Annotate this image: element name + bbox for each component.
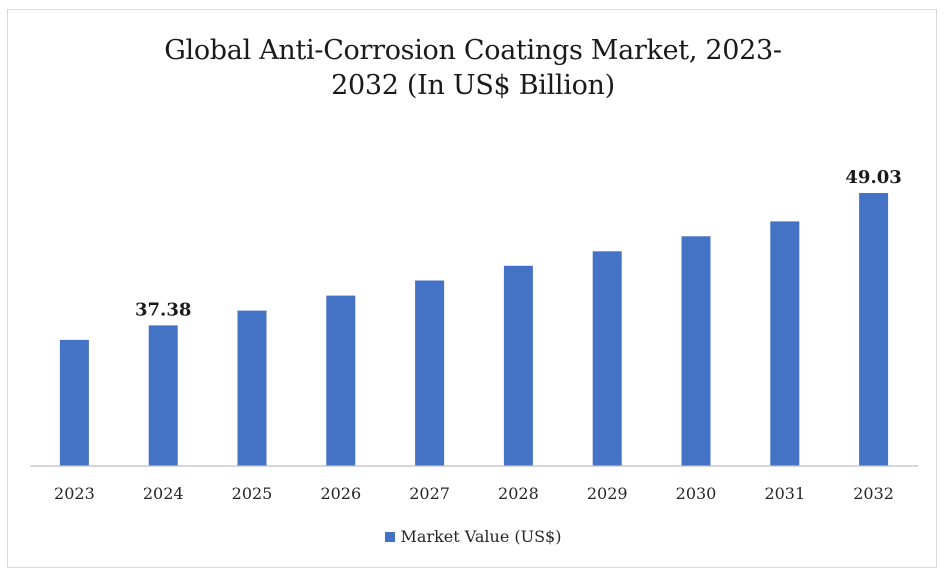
bar-2026 [326,295,356,466]
bar-2023 [59,339,89,466]
data-label-2032: 49.03 [845,167,901,188]
x-tick-labels: 2023 2024 2025 2026 2027 2028 2029 2030 2031 2032 [54,484,894,503]
x-tick-label-2026: 2026 [320,484,361,503]
x-tick-label-2023: 2023 [54,484,95,503]
bar-2028 [503,265,533,466]
bar-2031 [770,221,800,466]
bar-2030 [681,236,711,466]
x-tick-label-2029: 2029 [587,484,628,503]
chart-title-line-2: 2032 (In US$ Billion) [331,70,615,101]
x-tick-label-2028: 2028 [498,484,539,503]
data-labels-group: 37.38 49.03 [135,167,902,320]
legend-label: Market Value (US$) [400,527,562,546]
x-tick-label-2031: 2031 [764,484,805,503]
bar-2025 [237,310,267,466]
x-tick-label-2025: 2025 [232,484,273,503]
bar-2024 [148,325,178,466]
bars-group [59,193,889,466]
x-tick-label-2030: 2030 [676,484,717,503]
chart-title: Global Anti-Corrosion Coatings Market, 2… [0,33,946,103]
bar-2027 [415,280,445,466]
x-tick-label-2032: 2032 [853,484,894,503]
legend-swatch [384,532,395,542]
chart-title-line-1: Global Anti-Corrosion Coatings Market, 2… [164,35,782,66]
bar-2029 [592,251,622,466]
data-label-2024: 37.38 [135,299,191,320]
x-tick-label-2027: 2027 [409,484,450,503]
x-tick-label-2024: 2024 [143,484,184,503]
legend: Market Value (US$) [0,527,946,546]
bar-2032 [859,193,889,466]
